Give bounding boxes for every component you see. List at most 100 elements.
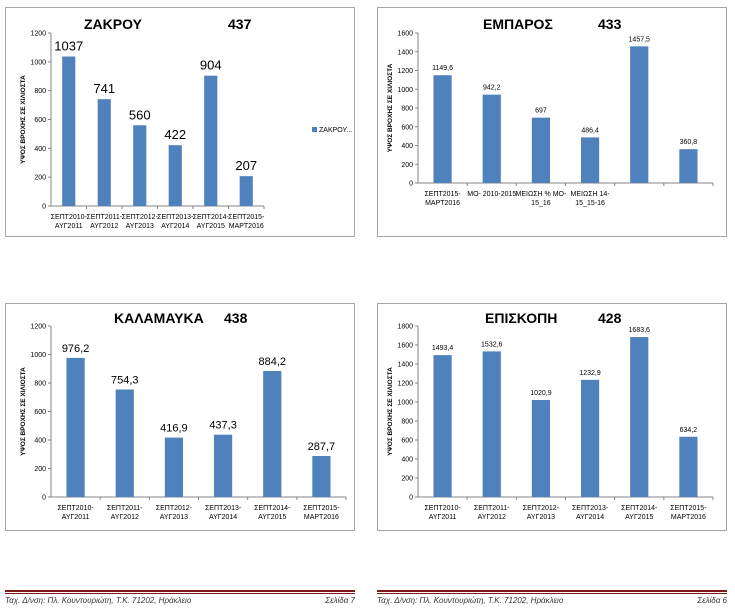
y-tick-label: 1200 [397,381,413,388]
chart-emparos-svg: ΕΜΠΑΡΟΣ 433 0 200 400 600 800 1000 1200 1400 1600 Υ… [387,16,714,207]
data-label: 422 [164,127,186,142]
y-tick-label: 800 [401,106,413,113]
y-tick-label: 600 [34,409,46,416]
bar [97,99,111,206]
data-label: 1457,5 [629,36,651,43]
bar [580,137,600,183]
footer-page-number: Σελίδα 7 [325,596,355,605]
category-label: ΜΕΙΩΣΗ 14-15_15-16 [571,191,611,207]
category-label: ΣΕΠΤ2010-ΑΥΓ2011 [57,505,94,521]
y-tick-label: 1600 [397,31,413,38]
y-tick-label: 200 [34,466,46,473]
y-tick-label: 800 [401,419,413,426]
y-tick-label: 0 [42,495,46,502]
category-label: ΣΕΠΤ2010-ΑΥΓ2011 [51,214,88,230]
bar [239,176,253,206]
footer-address: Ταχ. Δ/νση: Πλ. Κουντουριώτη, Τ.Κ. 71202… [377,596,564,605]
footer-page-number: Σελίδα 6 [697,596,727,605]
category-label: ΣΕΠΤ2012-ΑΥΓ2013 [156,505,193,521]
data-label: 697 [535,108,547,115]
y-tick-label: 200 [401,162,413,169]
bar [531,117,551,183]
category-label: ΣΕΠΤ2013-ΑΥΓ2014 [572,505,609,521]
y-tick-label: 600 [401,124,413,131]
data-label: 287,7 [308,441,336,453]
category-label: ΣΕΠΤ2015-ΜΑΡΤ2016 [303,505,340,521]
bar [164,437,184,497]
category-label: ΣΕΠΤ2015-ΜΑΡΤ2016 [670,505,707,521]
chart-title: ΕΜΠΑΡΟΣ [483,16,553,32]
y-tick-label: 1200 [30,31,46,38]
y-tick-label: 400 [401,457,413,464]
y-tick-label: 600 [34,117,46,124]
y-tick-label: 0 [409,181,413,188]
y-tick-label: 400 [34,438,46,445]
footer-rule-thin [377,593,727,594]
chart-title: ΚΑΛΑΜΑΥΚΑ [114,310,204,326]
data-label: 1020,9 [530,390,552,397]
data-label: 416,9 [160,423,188,435]
footer-left: Ταχ. Δ/νση: Πλ. Κουντουριώτη, Τ.Κ. 71202… [5,590,355,610]
y-tick-label: 1200 [30,324,46,331]
y-tick-label: 1000 [397,87,413,94]
chart-code: 428 [598,310,622,326]
y-tick-label: 0 [42,204,46,211]
y-axis-label: ΥΨΟΣ ΒΡΟΧΗΣ ΣΕ ΧΙΛΙΟΣΤΑ [387,63,394,152]
y-tick-label: 1800 [397,324,413,331]
y-tick-label: 0 [409,495,413,502]
bar [66,357,85,497]
y-tick-label: 600 [401,438,413,445]
bar [213,434,233,497]
chart-title: ΖΑΚΡΟΥ [84,16,143,32]
footer-rule [5,590,355,592]
footer-right: Ταχ. Δ/νση: Πλ. Κουντουριώτη, Τ.Κ. 71202… [377,590,727,610]
chart-kalamauka: ΚΑΛΑΜΑΥΚΑ 438 0 200 400 600 800 1000 1200 ΥΨΟΣ ΒΡ… [5,303,355,531]
chart-code: 433 [598,16,622,32]
data-label: 1683,6 [629,327,651,334]
chart-episkopi: ΕΠΙΣΚΟΠΗ 428 0 200 400 600 800 1000 1200 1400 1600… [377,303,727,531]
category-label: ΣΕΠΤ2010-ΑΥΓ2011 [424,505,461,521]
category-label: ΣΕΠΤ2014-ΑΥΓ2015 [254,505,291,521]
data-label: 1232,9 [579,370,601,377]
chart-zakrou-svg: ΖΑΚΡΟΥ 437 0 200 400 600 800 1000 1200 ΥΨΟΣ ΒΡΟΧΗ… [20,16,352,230]
data-label: 754,3 [111,375,139,387]
category-label: ΣΕΠΤ2013-ΑΥΓ2014 [205,505,242,521]
category-label: ΣΕΠΤ2011-ΑΥΓ2012 [474,505,510,521]
y-axis-label: ΥΨΟΣ ΒΡΟΧΗΣ ΣΕ ΧΙΛΙΟΣΤΑ [20,75,27,164]
y-tick-label: 400 [401,143,413,150]
category-label: ΣΕΠΤ2015-ΜΑΡΤ2016 [228,214,265,230]
y-tick-label: 1200 [397,68,413,75]
bar [263,371,282,497]
category-label: ΣΕΠΤ2013-ΑΥΓ2014 [157,214,194,230]
footer-rule [377,590,727,592]
bar [433,75,452,183]
bar [630,337,649,497]
bar [630,46,649,183]
y-axis-label: ΥΨΟΣ ΒΡΟΧΗΣ ΣΕ ΧΙΛΙΟΣΤΑ [20,367,27,456]
y-tick-label: 800 [34,88,46,95]
bar [115,389,134,497]
data-label: 942,2 [483,85,501,92]
footer-rule-thin [5,593,355,594]
data-label: 1532,6 [481,341,503,348]
data-label: 904 [200,58,222,73]
chart-emparos: ΕΜΠΑΡΟΣ 433 0 200 400 600 800 1000 1200 1400 1600 Υ… [377,7,727,237]
data-label: 1037 [54,38,83,53]
chart-kalamauka-svg: ΚΑΛΑΜΑΥΚΑ 438 0 200 400 600 800 1000 1200 ΥΨΟΣ ΒΡ… [20,310,347,521]
category-label: ΜΟ- 2010-2015 [467,191,516,198]
category-label: ΣΕΠΤ2015-ΜΑΡΤ2016 [424,191,461,207]
bar [482,94,501,183]
data-label: 741 [93,81,115,96]
category-label: ΣΕΠΤ2014-ΑΥΓ2015 [621,505,658,521]
data-label: 560 [129,107,151,122]
chart-title: ΕΠΙΣΚΟΠΗ [485,310,557,326]
chart-code: 438 [224,310,248,326]
bar [580,379,600,497]
y-tick-label: 1000 [30,352,46,359]
bar [433,355,452,497]
y-tick-label: 200 [34,175,46,182]
data-label: 976,2 [62,343,90,355]
category-label: ΣΕΠΤ2012-ΑΥΓ2013 [523,505,560,521]
data-label: 360,8 [680,139,698,146]
legend-swatch [312,127,317,132]
